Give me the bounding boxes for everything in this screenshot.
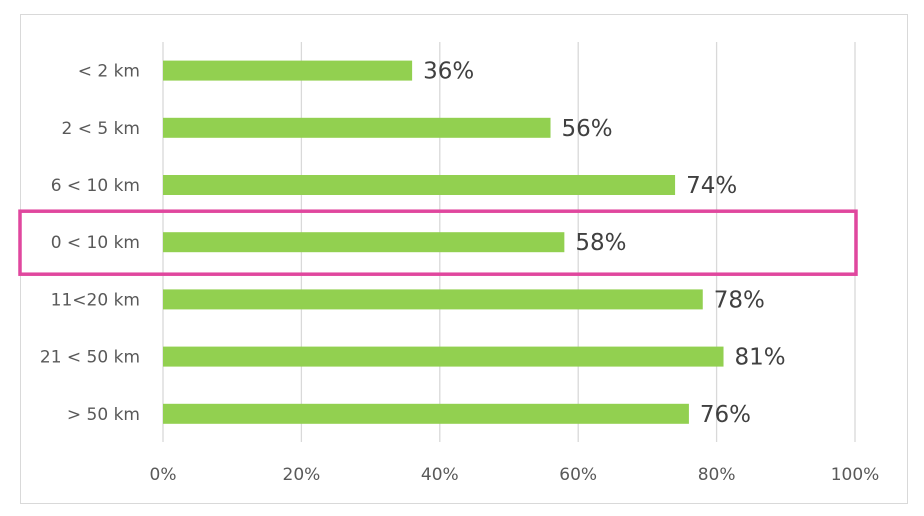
data-label: 74% (686, 173, 737, 199)
category-labels: < 2 km 2 < 5 km 6 < 10 km 0 < 10 km 11<20 km… (40, 62, 140, 425)
bar (163, 175, 676, 195)
data-label: 78% (714, 287, 765, 313)
x-tick-label: 80% (698, 465, 736, 485)
bar (163, 232, 565, 253)
category-label: < 2 km (78, 62, 140, 82)
x-tick-label: 0% (150, 465, 177, 485)
x-tick-label: 40% (421, 465, 459, 485)
x-axis-tick-labels: 0% 20% 40% 60% 80% 100% (150, 465, 880, 485)
category-label: 21 < 50 km (40, 348, 140, 368)
category-label: 6 < 10 km (51, 176, 140, 196)
highlight-layer (18, 209, 858, 276)
category-label: 11<20 km (51, 290, 140, 310)
category-label: 2 < 5 km (62, 119, 141, 139)
data-label: 56% (562, 116, 613, 142)
data-label: 81% (735, 345, 786, 371)
x-tick-label: 20% (283, 465, 321, 485)
bar (163, 289, 703, 310)
data-label: 76% (700, 402, 751, 428)
data-label: 36% (423, 59, 474, 85)
x-tick-label: 100% (831, 465, 880, 485)
bars (163, 60, 724, 424)
value-labels: 36% 56% 74% 58% 78% 81% 76% (423, 59, 786, 428)
bar (163, 60, 413, 81)
category-label: > 50 km (67, 405, 140, 425)
x-tick-label: 60% (559, 465, 597, 485)
highlight-box (18, 209, 858, 276)
data-label: 58% (575, 230, 626, 256)
category-label: 0 < 10 km (51, 233, 140, 253)
bar (163, 117, 551, 138)
bar (163, 346, 724, 367)
bar (163, 403, 689, 424)
